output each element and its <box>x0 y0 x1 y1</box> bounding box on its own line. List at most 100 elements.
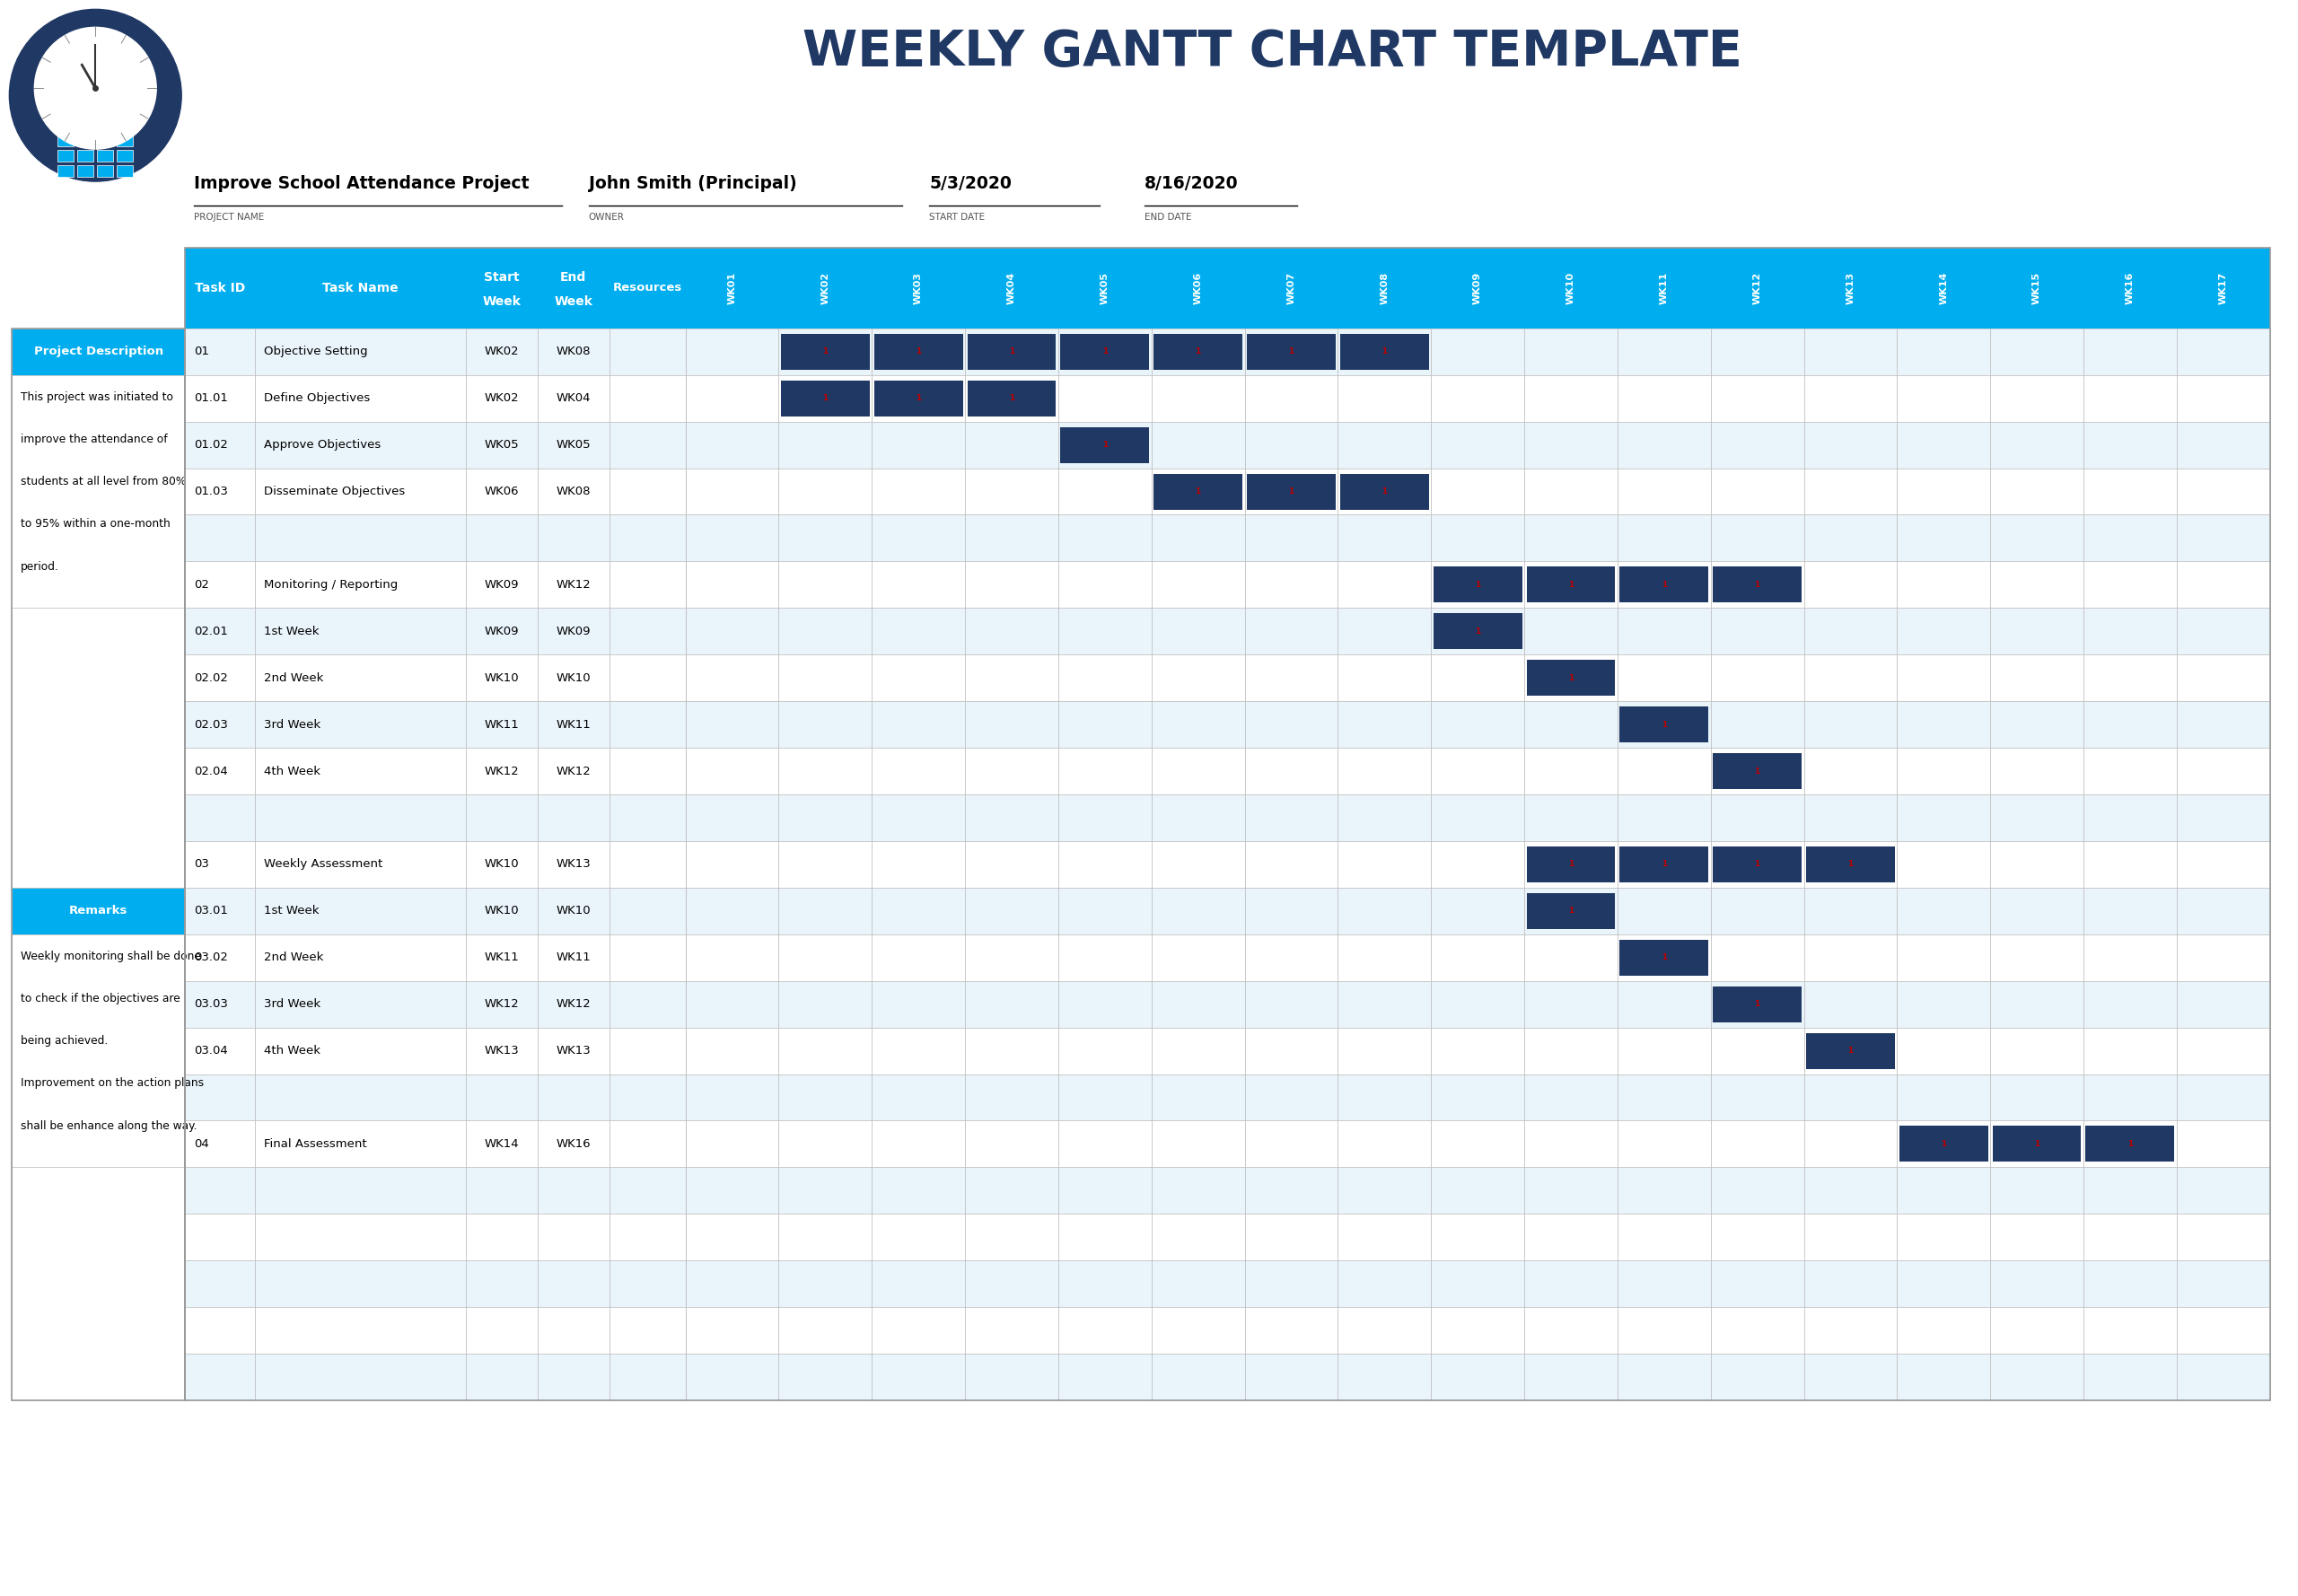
Text: WK10: WK10 <box>485 905 519 916</box>
FancyBboxPatch shape <box>117 120 133 131</box>
Text: 01.02: 01.02 <box>193 439 228 450</box>
Text: WK05: WK05 <box>556 439 591 450</box>
Text: WK16: WK16 <box>556 1138 591 1149</box>
Text: 1: 1 <box>1009 394 1013 402</box>
FancyBboxPatch shape <box>186 1353 2270 1400</box>
FancyBboxPatch shape <box>78 150 94 161</box>
Text: WK06: WK06 <box>1193 271 1202 305</box>
Text: OWNER: OWNER <box>588 212 625 222</box>
Text: 01.01: 01.01 <box>193 393 228 404</box>
FancyBboxPatch shape <box>1154 334 1243 370</box>
FancyBboxPatch shape <box>186 468 2270 516</box>
Text: 1: 1 <box>1103 440 1108 448</box>
FancyBboxPatch shape <box>11 934 186 1167</box>
FancyBboxPatch shape <box>186 247 2270 329</box>
FancyBboxPatch shape <box>1898 1127 1988 1162</box>
Text: 1: 1 <box>1661 581 1666 589</box>
Text: shall be enhance along the way.: shall be enhance along the way. <box>21 1120 198 1132</box>
Text: 5/3/2020: 5/3/2020 <box>928 176 1011 192</box>
Text: 1: 1 <box>1195 348 1202 356</box>
Text: 1: 1 <box>1753 581 1760 589</box>
Text: 8/16/2020: 8/16/2020 <box>1144 176 1239 192</box>
Text: 2nd Week: 2nd Week <box>264 672 324 683</box>
FancyBboxPatch shape <box>186 516 2270 562</box>
FancyBboxPatch shape <box>1992 1127 2082 1162</box>
FancyBboxPatch shape <box>117 150 133 161</box>
Text: 02.01: 02.01 <box>193 626 228 637</box>
Text: WK09: WK09 <box>485 579 519 591</box>
FancyBboxPatch shape <box>97 134 113 147</box>
Text: to check if the objectives are: to check if the objectives are <box>21 993 182 1004</box>
FancyBboxPatch shape <box>186 1028 2270 1074</box>
Text: WK12: WK12 <box>485 999 519 1010</box>
FancyBboxPatch shape <box>1059 334 1149 370</box>
Text: WK11: WK11 <box>556 718 591 731</box>
FancyBboxPatch shape <box>873 380 963 417</box>
Text: WK04: WK04 <box>556 393 591 404</box>
Text: 1: 1 <box>1289 348 1294 356</box>
FancyBboxPatch shape <box>117 166 133 177</box>
Text: 1: 1 <box>1661 860 1666 868</box>
Text: WK16: WK16 <box>2126 271 2135 305</box>
Text: WK17: WK17 <box>2220 271 2227 305</box>
Text: 1: 1 <box>1289 487 1294 495</box>
Text: WK10: WK10 <box>556 905 591 916</box>
Text: WK14: WK14 <box>485 1138 519 1149</box>
Text: Week: Week <box>554 295 593 308</box>
FancyBboxPatch shape <box>186 795 2270 841</box>
Text: WK07: WK07 <box>1287 271 1296 305</box>
FancyBboxPatch shape <box>1434 613 1521 650</box>
FancyBboxPatch shape <box>186 1215 2270 1261</box>
FancyBboxPatch shape <box>57 120 74 131</box>
FancyBboxPatch shape <box>1248 334 1335 370</box>
Text: 1: 1 <box>1381 348 1388 356</box>
Text: WK10: WK10 <box>1567 271 1576 305</box>
Text: WK05: WK05 <box>485 439 519 450</box>
Text: 4th Week: 4th Week <box>264 1045 319 1057</box>
Text: 1: 1 <box>823 348 827 356</box>
Text: 1: 1 <box>1753 768 1760 776</box>
FancyBboxPatch shape <box>11 375 186 608</box>
FancyBboxPatch shape <box>873 334 963 370</box>
Text: WK01: WK01 <box>728 271 735 305</box>
FancyBboxPatch shape <box>186 887 2270 934</box>
Text: 1: 1 <box>1103 348 1108 356</box>
Text: WK08: WK08 <box>556 346 591 358</box>
Text: 3rd Week: 3rd Week <box>264 718 322 731</box>
Text: WK02: WK02 <box>820 271 830 305</box>
FancyBboxPatch shape <box>1526 846 1615 883</box>
Text: WK13: WK13 <box>1845 271 1854 305</box>
FancyBboxPatch shape <box>57 166 74 177</box>
Text: 03: 03 <box>193 859 209 870</box>
Text: 1: 1 <box>1942 1140 1946 1148</box>
Text: WK15: WK15 <box>2031 271 2041 305</box>
Text: WK05: WK05 <box>1101 271 1110 305</box>
Text: 01: 01 <box>193 346 209 358</box>
FancyBboxPatch shape <box>967 380 1057 417</box>
FancyBboxPatch shape <box>186 562 2270 608</box>
Text: WK08: WK08 <box>1379 271 1388 305</box>
FancyBboxPatch shape <box>186 608 2270 654</box>
Text: 02: 02 <box>193 579 209 591</box>
FancyBboxPatch shape <box>186 749 2270 795</box>
FancyBboxPatch shape <box>1712 846 1802 883</box>
FancyBboxPatch shape <box>11 329 186 375</box>
Text: Project Description: Project Description <box>34 346 163 358</box>
FancyBboxPatch shape <box>1340 334 1429 370</box>
FancyBboxPatch shape <box>97 120 113 131</box>
Text: 1: 1 <box>915 394 921 402</box>
FancyBboxPatch shape <box>2087 1127 2174 1162</box>
FancyBboxPatch shape <box>186 1261 2270 1307</box>
Text: WK06: WK06 <box>485 485 519 498</box>
Text: PROJECT NAME: PROJECT NAME <box>193 212 264 222</box>
Text: WK11: WK11 <box>556 951 591 964</box>
FancyBboxPatch shape <box>1712 567 1802 603</box>
FancyBboxPatch shape <box>1526 567 1615 603</box>
FancyBboxPatch shape <box>1340 474 1429 509</box>
FancyBboxPatch shape <box>186 1074 2270 1120</box>
Text: WK13: WK13 <box>556 1045 591 1057</box>
Text: 1: 1 <box>1567 860 1574 868</box>
Text: Week: Week <box>483 295 522 308</box>
FancyBboxPatch shape <box>1620 707 1707 742</box>
Circle shape <box>34 27 156 148</box>
